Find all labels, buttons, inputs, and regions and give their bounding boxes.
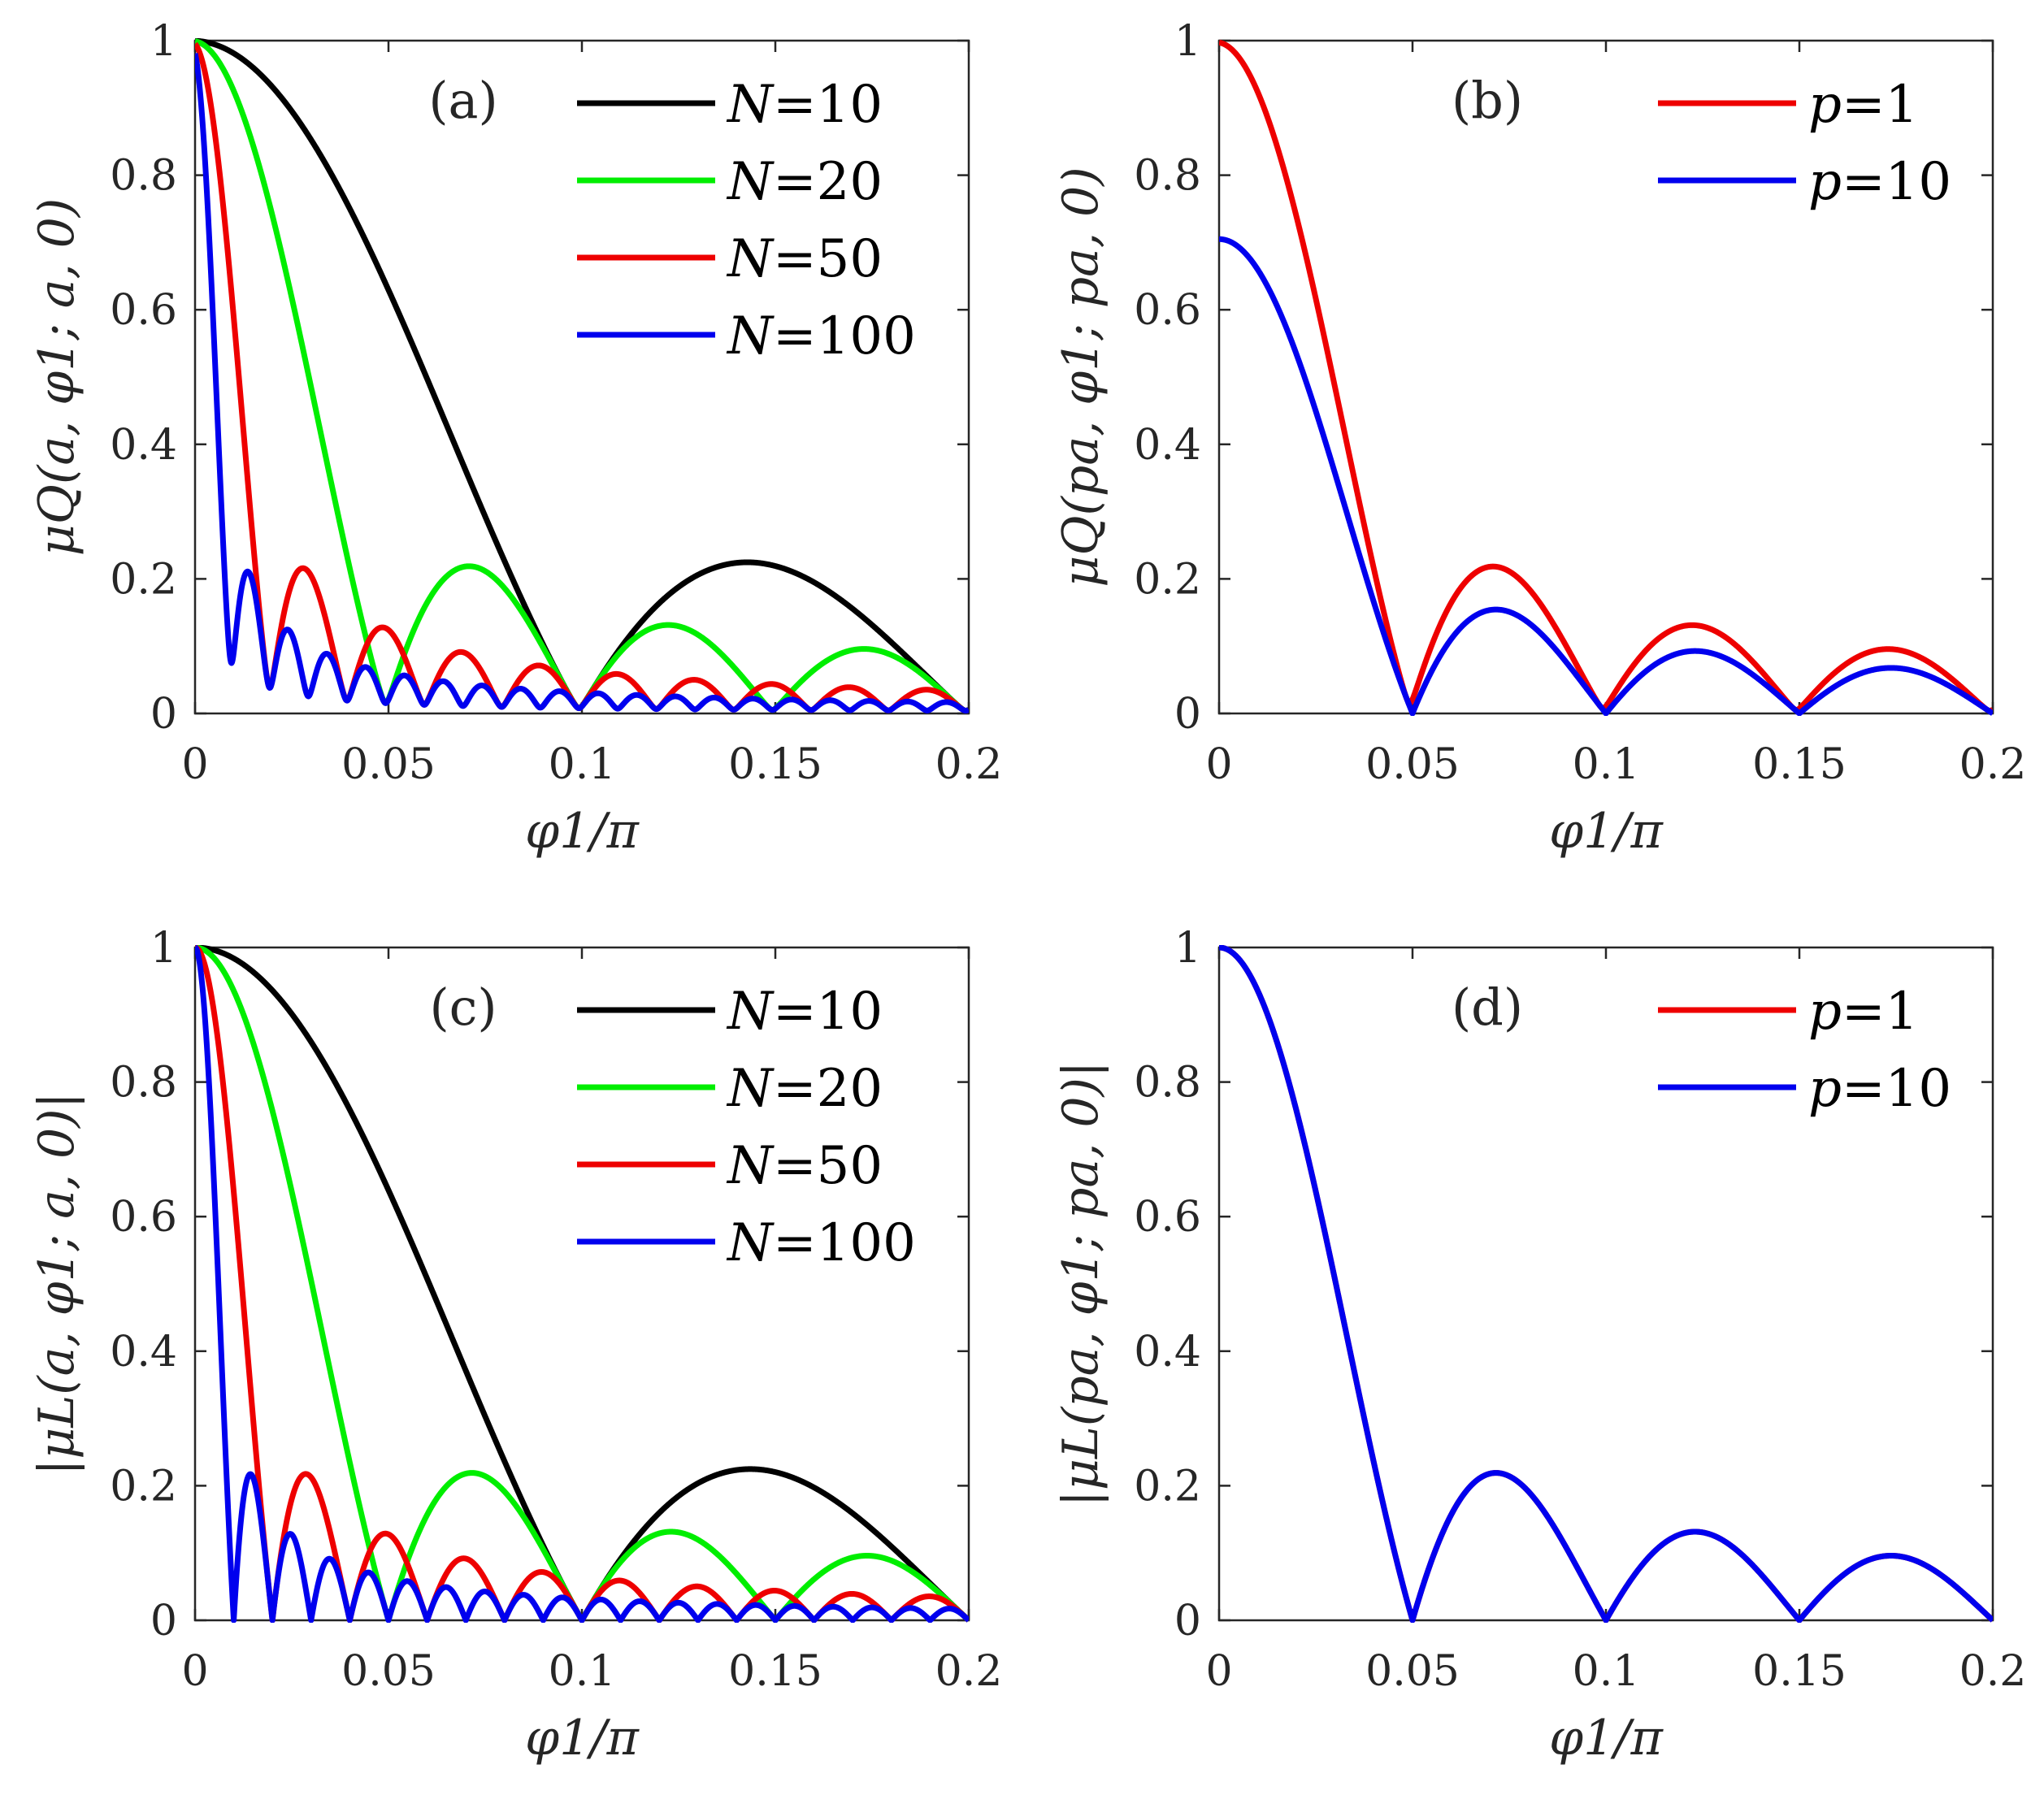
y-tick-label: 0.4 — [1134, 421, 1201, 470]
x-tick-label: 0 — [1205, 740, 1232, 789]
y-tick-label: 0.8 — [110, 152, 177, 201]
x-tick-label: 0 — [1205, 1647, 1232, 1696]
x-tick-label: 0.1 — [549, 1647, 616, 1696]
x-tick-label: 0.1 — [1573, 1647, 1640, 1696]
curves — [1219, 39, 1993, 716]
x-tick-label: 0.2 — [935, 1647, 1003, 1696]
x-tick-label: 0.1 — [549, 740, 616, 789]
x-tick-label: 0 — [181, 1647, 208, 1696]
series-line-p-10 — [1219, 945, 1993, 1623]
legend-entry: N=100 — [726, 1213, 916, 1273]
series-line-n-100 — [195, 945, 969, 1623]
y-tick-label: 1 — [1174, 924, 1201, 973]
y-axis-label: μQ(a, φ1; a, 0) — [28, 198, 85, 556]
curves — [195, 38, 969, 714]
legend-entry: p=10 — [1808, 1059, 1951, 1119]
legend-entry: N=20 — [726, 152, 883, 212]
x-axis-label: φ1/π — [1549, 1710, 1664, 1767]
x-axis-label: φ1/π — [1549, 803, 1664, 860]
x-tick-label: 0.15 — [728, 1647, 822, 1696]
y-tick-label: 0.2 — [1134, 1462, 1201, 1511]
y-tick-label: 0 — [1174, 1597, 1201, 1645]
y-tick-label: 0.6 — [110, 286, 177, 335]
series-line-p-1 — [1219, 39, 1993, 714]
y-tick-label: 0.2 — [1134, 555, 1201, 604]
y-axis-label: |μL(a, φ1; a, 0)| — [28, 1092, 85, 1476]
y-axis-label: μQ(pa, φ1; pa, 0) — [1052, 167, 1109, 587]
legend-entry: N=100 — [726, 306, 916, 366]
legend-entry: N=20 — [726, 1059, 883, 1119]
y-tick-label: 0.4 — [110, 421, 177, 470]
series-line-p-10 — [1219, 236, 1993, 716]
y-tick-label: 0 — [1174, 690, 1201, 739]
y-tick-label: 0.6 — [110, 1193, 177, 1242]
y-tick-label: 0.8 — [1134, 1059, 1201, 1108]
y-tick-label: 1 — [150, 924, 177, 973]
x-tick-label: 0.2 — [935, 740, 1003, 789]
x-axis-label: φ1/π — [525, 803, 640, 860]
y-tick-label: 0.6 — [1134, 1193, 1201, 1242]
y-tick-label: 0.2 — [110, 1462, 177, 1511]
x-tick-label: 0.15 — [728, 740, 822, 789]
y-tick-label: 0.2 — [110, 555, 177, 604]
y-tick-label: 1 — [150, 17, 177, 66]
y-tick-label: 0.4 — [1134, 1328, 1201, 1377]
panel-tag: (a) — [428, 71, 497, 130]
y-tick-label: 1 — [1174, 17, 1201, 66]
x-axis-label: φ1/π — [525, 1710, 640, 1767]
y-tick-label: 0.4 — [110, 1328, 177, 1377]
x-tick-label: 0.05 — [1365, 1647, 1460, 1696]
series-line-n-100 — [195, 53, 969, 714]
panel-tag: (b) — [1452, 71, 1523, 130]
panel-c: 0 0.05 0.1 0.15 0.2 0 0.2 0.4 0.6 0.8 1 φ1/π |μL(a, … — [28, 924, 1002, 1767]
series-line-n-20 — [195, 945, 969, 1623]
legend-entry: N=50 — [726, 229, 883, 289]
x-tick-label: 0.05 — [341, 740, 436, 789]
y-tick-label: 0 — [150, 690, 177, 739]
legend-entry: p=10 — [1808, 152, 1951, 212]
legend-entry: N=10 — [726, 982, 883, 1042]
panel-tag: (d) — [1452, 978, 1523, 1037]
legend-entry: p=1 — [1808, 982, 1918, 1042]
legend-entry: p=1 — [1808, 75, 1918, 135]
x-tick-label: 0.05 — [341, 1647, 436, 1696]
x-tick-label: 0.15 — [1752, 740, 1847, 789]
panel-tag: (c) — [429, 978, 497, 1037]
curves — [195, 945, 969, 1623]
x-tick-label: 0 — [181, 740, 208, 789]
y-axis-label: |μL(pa, φ1; pa, 0)| — [1052, 1061, 1109, 1507]
x-tick-label: 0.2 — [1959, 1647, 2027, 1696]
x-tick-label: 0.1 — [1573, 740, 1640, 789]
legend-entry: N=10 — [726, 75, 883, 135]
panel-a: 0 0.05 0.1 0.15 0.2 0 0.2 0.4 0.6 0.8 1 φ1/π μQ(a, φ… — [28, 17, 1002, 860]
y-tick-label: 0 — [150, 1597, 177, 1645]
panel-d: 0 0.05 0.1 0.15 0.2 0 0.2 0.4 0.6 0.8 1 φ1/π |μL(pa,… — [1052, 924, 2026, 1767]
x-tick-label: 0.15 — [1752, 1647, 1847, 1696]
curves — [1219, 945, 1993, 1623]
y-tick-label: 0.6 — [1134, 286, 1201, 335]
y-tick-label: 0.8 — [1134, 152, 1201, 201]
y-tick-label: 0.8 — [110, 1059, 177, 1108]
x-tick-label: 0.05 — [1365, 740, 1460, 789]
x-tick-label: 0.2 — [1959, 740, 2027, 789]
legend-entry: N=50 — [726, 1136, 883, 1196]
panel-b: 0 0.05 0.1 0.15 0.2 0 0.2 0.4 0.6 0.8 1 φ1/π μQ(pa, … — [1052, 17, 2026, 860]
